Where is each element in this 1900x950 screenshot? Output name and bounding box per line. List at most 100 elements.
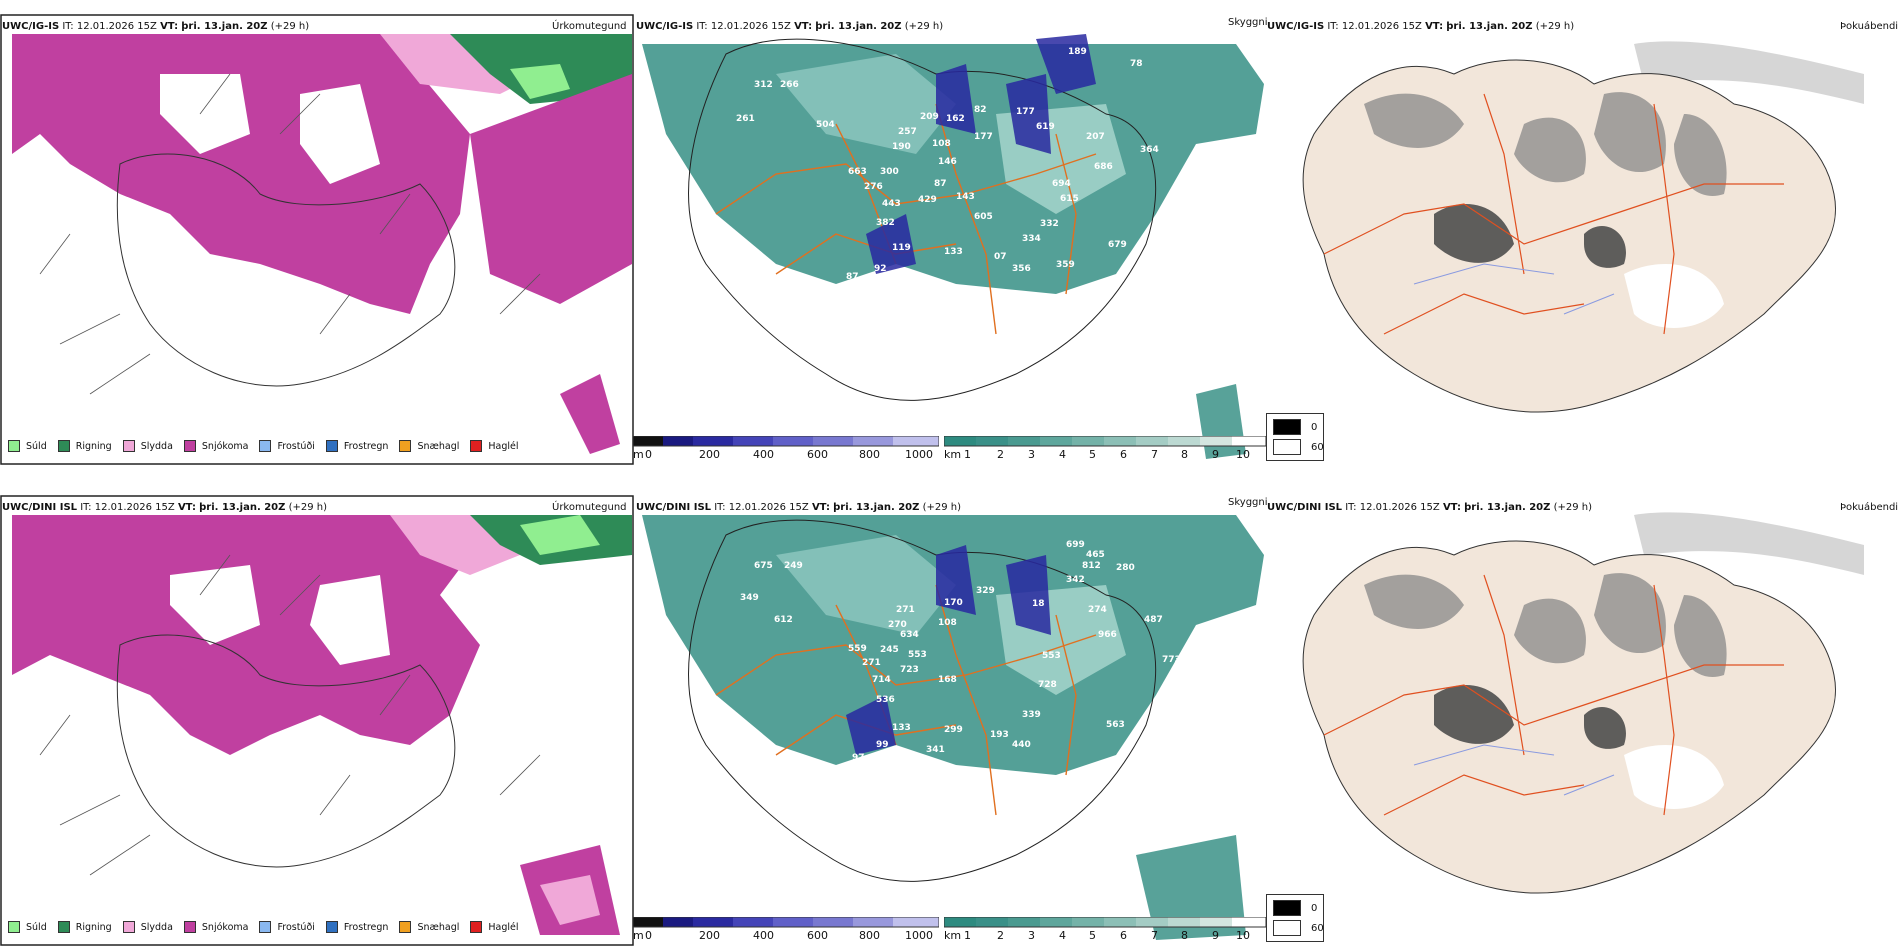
cloud-base-label: 694 [1052,179,1071,189]
visibility-tick: 10 [1236,448,1250,461]
cloud-base-label: 257 [898,127,917,137]
vt-label: VT: [160,21,179,32]
legend-swatch [470,440,483,452]
legend-label: Haglél [488,440,519,452]
precip-panel-bottom [0,495,636,947]
cloud-base-label: 349 [740,593,759,603]
visibility-tick: 3 [1028,929,1035,942]
visibility-tick: 2 [997,929,1004,942]
it-label: IT: [696,21,708,32]
legend-swatch [183,921,196,933]
legend-swatch [122,440,135,452]
legend-label: Frostregn [343,440,389,452]
cloud-base-label: 504 [816,120,835,130]
visibility-colorbar-bottom: km 1 2 3 4 5 6 7 8 9 10 [944,917,1266,947]
legend-item: Slydda [122,440,173,452]
cloud-base-label: 133 [944,247,963,257]
cloud-base-label: 334 [1022,234,1041,244]
cloud-base-label: 812 [1082,561,1101,571]
cloud-base-label: 663 [848,167,867,177]
visibility-tick: 4 [1059,929,1066,942]
cloud-base-label: 364 [1140,145,1159,155]
cloud-base-label: 261 [736,114,755,124]
visibility-colorbar-gradient [944,436,1266,447]
legend-swatch [183,440,196,452]
panel-type-label: Úrkomutegund [552,21,627,32]
legend-swatch [259,921,272,933]
precip-panel-top [0,14,636,466]
ceiling-tick: 400 [753,448,774,461]
visibility-tick: 8 [1181,929,1188,942]
visibility-tick: 9 [1212,929,1219,942]
cloud-base-label: 553 [1042,651,1061,661]
cloud-base-label: 341 [926,745,945,755]
it-value: 12.01.2026 15Z [94,502,175,513]
cloud-base-label: 675 [754,561,773,571]
fog-legend-label: 60 [1311,441,1324,453]
cloud-base-label: 686 [1094,162,1113,172]
cloud-base-label: 465 [1086,550,1105,560]
cloud-base-label: 966 [1098,630,1117,640]
cloud-base-label: 619 [1036,122,1055,132]
legend-swatch [399,440,412,452]
cloud-base-label: 773 [1162,655,1181,665]
it-value: 12.01.2026 15Z [710,21,791,32]
visibility-tick: 8 [1181,448,1188,461]
cloud-base-label: 612 [774,615,793,625]
ceiling-tick: 600 [807,929,828,942]
panel-title: UWC/DINI ISL IT: 12.01.2026 15Z VT: þri.… [2,502,327,514]
cloud-base-label: 342 [1066,575,1085,585]
cloud-base-label: 108 [938,618,957,628]
legend-item: Súld [8,921,47,933]
legend-swatch [470,921,483,933]
fog-legend-row: 0 [1273,900,1317,916]
cloud-base-label: 266 [780,80,799,90]
panel-type-label: Þokuábendi [1840,502,1899,513]
fog-panel-bottom [1264,495,1900,947]
visibility-tick: 7 [1151,929,1158,942]
cloud-base-label: 271 [896,605,915,615]
cloud-base-label: 634 [900,630,919,640]
cloud-base-label: 679 [1108,240,1127,250]
cloud-base-label: 339 [1022,710,1041,720]
panel-title: UWC/IG-IS IT: 12.01.2026 15Z VT: þri. 13… [1267,21,1574,33]
ceiling-tick: 1000 [905,929,933,942]
vt-value: þri. 13.jan. 20Z [815,21,902,32]
it-value: 12.01.2026 15Z [76,21,157,32]
cloud-base-label: 440 [1012,740,1031,750]
legend-label: Haglél [488,921,519,933]
fog-swatch [1273,419,1301,435]
cloud-map-bottom: 675 249 349 612 271 270 634 108 170 329 … [642,515,1264,940]
legend-swatch [122,921,135,933]
fog-panel-top [1264,14,1900,466]
fog-legend-row: 60 [1273,920,1324,936]
cloud-base-label: 99 [876,740,889,750]
precip-legend-bottom: Súld Rigning Slydda Snjókoma Frostúði Fr… [8,921,530,933]
cloud-base-label: 723 [900,665,919,675]
vt-value: þri. 13.jan. 20Z [1464,502,1551,513]
ceiling-tick: 0 [645,448,652,461]
cloud-base-labels-top: 312 266 261 504 257 190 209 162 82 108 1… [736,47,1159,282]
ceiling-tick: 800 [859,448,880,461]
visibility-tick: 10 [1236,929,1250,942]
legend-item: Frostúði [259,440,315,452]
legend-label: Frostregn [343,921,389,933]
panel-type-label: Skyggni [1228,17,1268,28]
panel-type-label: Úrkomutegund [552,502,627,513]
ceiling-tick: 400 [753,929,774,942]
legend-item: Haglél [470,921,519,933]
model-name: UWC/DINI ISL [2,502,78,513]
visibility-tick: 5 [1089,929,1096,942]
cloud-base-label: 280 [1116,563,1135,573]
legend-label: Snjókoma [201,440,249,452]
cloud-base-label: 299 [944,725,963,735]
visibility-colorbar-gradient [944,917,1266,928]
model-name: UWC/IG-IS [1267,21,1325,32]
ceiling-colorbar-gradient [633,436,939,447]
precip-legend-top: Súld Rigning Slydda Snjókoma Frostúði Fr… [8,440,530,452]
cloud-base-label: 119 [892,243,911,253]
it-value: 12.01.2026 15Z [1359,502,1440,513]
cloud-base-label: 329 [976,586,995,596]
panel-title: UWC/DINI ISL IT: 12.01.2026 15Z VT: þri.… [1267,502,1592,514]
cloud-base-label: 87 [846,272,859,282]
